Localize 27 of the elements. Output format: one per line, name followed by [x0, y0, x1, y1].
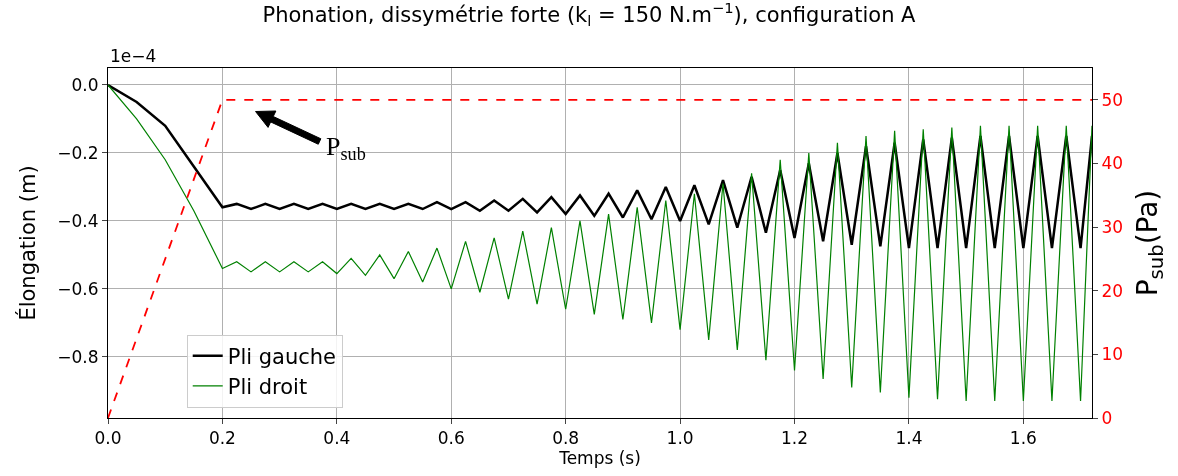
y2-tick-label: 30 [1101, 217, 1124, 238]
y2-tick-label: 20 [1101, 280, 1124, 301]
x-tick-label: 0.6 [437, 428, 465, 449]
y2-tick-label: 40 [1101, 153, 1124, 174]
x-tick-label: 0.0 [94, 428, 122, 449]
y-tick-label: 0.0 [71, 74, 99, 95]
x-tick-label: 1.0 [666, 428, 694, 449]
x-tick-label: 1.6 [1009, 428, 1037, 449]
y-tick-label: −0.2 [57, 142, 99, 163]
y-tick-label: −0.4 [57, 210, 99, 231]
text: 1e−4 [110, 46, 157, 66]
y-tick-label: −0.8 [57, 346, 99, 367]
chart-title: Phonation, dissymétrie forte (k$_{l}$ = 150 N.m$^{−1}$), configuration A [262, 0, 917, 30]
legend-label: Pli gauche [227, 344, 337, 369]
x-axis-title: Temps (s) [558, 448, 641, 469]
x-tick-label: 0.8 [552, 428, 580, 449]
legend-label: Pli droit [227, 375, 308, 400]
y-axis-title: Élongation (m) [15, 165, 41, 321]
y2-tick-label: 10 [1101, 344, 1124, 365]
x-tick-label: 1.2 [780, 428, 809, 449]
y2-tick-label: 50 [1101, 89, 1124, 110]
y-tick-label: −0.6 [57, 278, 99, 299]
x-tick-label: 0.2 [208, 428, 236, 449]
annotation: P$_{sub}$ [326, 132, 366, 165]
x-tick-label: 1.4 [895, 428, 923, 449]
y2-tick-label: 0 [1101, 407, 1113, 428]
x-tick-label: 0.4 [323, 428, 351, 449]
